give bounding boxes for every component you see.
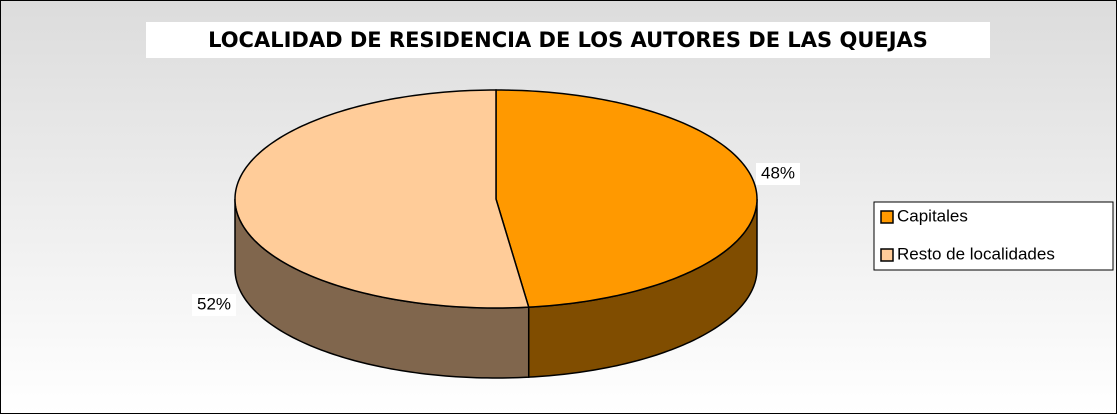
data-label-background [192,294,236,316]
legend-label: Resto de localidades [897,244,1055,263]
legend [873,201,1114,271]
title-background [146,22,990,58]
data-label-background [756,163,800,185]
legend-swatch [880,210,894,224]
pie-slice [234,89,530,309]
chart-title: LOCALIDAD DE RESIDENCIA DE LOS AUTORES D… [208,28,928,52]
data-label: 48% [761,163,795,182]
pie-slice [495,89,758,308]
legend-swatch [880,248,894,262]
legend-label: Capitales [897,206,968,225]
data-label: 52% [197,294,231,313]
